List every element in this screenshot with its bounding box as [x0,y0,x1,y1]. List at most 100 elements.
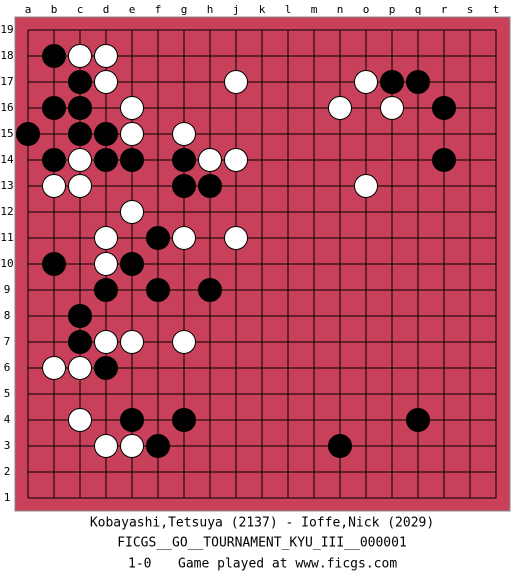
column-label: j [233,3,240,16]
row-label: 12 [0,205,13,218]
black-stone [432,148,456,172]
black-stone [172,174,196,198]
black-stone [42,96,66,120]
black-stone [16,122,40,146]
column-label: s [467,3,474,16]
row-label: 1 [4,491,11,504]
column-label: l [285,3,292,16]
column-label: r [441,3,448,16]
column-label: e [129,3,136,16]
black-stone [406,70,430,94]
column-label: g [181,3,188,16]
white-stone [94,226,118,250]
black-stone [146,278,170,302]
result: 1-0 [128,557,151,572]
white-stone [68,408,92,432]
row-label: 9 [4,283,11,296]
white-stone [120,122,144,146]
white-stone [120,200,144,224]
white-stone [328,96,352,120]
white-stone [94,252,118,276]
row-label: 13 [0,179,13,192]
white-stone [172,330,196,354]
black-stone [94,122,118,146]
note: Game played at www.ficgs.com [178,557,397,572]
white-stone [94,330,118,354]
black-stone [68,96,92,120]
row-label: 11 [0,231,13,244]
white-stone [224,226,248,250]
row-label: 18 [0,49,13,62]
black-stone [172,148,196,172]
black-stone [94,148,118,172]
column-label: k [259,3,266,16]
white-stone [172,122,196,146]
black-stone [42,252,66,276]
black-stone [42,148,66,172]
white-stone [120,96,144,120]
white-stone [42,174,66,198]
white-stone [120,434,144,458]
column-label: q [415,3,422,16]
column-label: c [77,3,84,16]
row-label: 3 [4,439,11,452]
row-label: 10 [0,257,13,270]
row-label: 5 [4,387,11,400]
column-label: f [155,3,162,16]
black-stone [94,356,118,380]
column-label: d [103,3,110,16]
black-stone [68,304,92,328]
white-stone [94,434,118,458]
white-stone [68,148,92,172]
row-label: 7 [4,335,11,348]
event: FICGS__GO__TOURNAMENT_KYU_III__000001 [117,536,407,551]
black-stone [42,44,66,68]
column-label: b [51,3,58,16]
black-stone [146,226,170,250]
row-label: 19 [0,23,13,36]
white-stone [198,148,222,172]
black-stone [380,70,404,94]
black-stone [172,408,196,432]
row-label: 6 [4,361,11,374]
black-stone [146,434,170,458]
column-label: m [311,3,318,16]
black-stone [68,122,92,146]
row-label: 4 [4,413,11,426]
white-stone [224,70,248,94]
white-stone [354,70,378,94]
white-stone [224,148,248,172]
players: Kobayashi,Tetsuya (2137) - Ioffe,Nick (2… [90,516,434,531]
black-stone [120,252,144,276]
black-stone [432,96,456,120]
column-label: o [363,3,370,16]
column-label: t [493,3,500,16]
row-label: 16 [0,101,13,114]
column-label: h [207,3,214,16]
white-stone [68,174,92,198]
row-label: 17 [0,75,13,88]
black-stone [198,174,222,198]
black-stone [198,278,222,302]
white-stone [120,330,144,354]
white-stone [172,226,196,250]
row-label: 15 [0,127,13,140]
white-stone [94,70,118,94]
black-stone [94,278,118,302]
white-stone [380,96,404,120]
white-stone [68,44,92,68]
black-stone [68,70,92,94]
column-label: p [389,3,396,16]
column-label: n [337,3,344,16]
black-stone [120,408,144,432]
black-stone [120,148,144,172]
row-label: 8 [4,309,11,322]
white-stone [68,356,92,380]
column-label: a [25,3,32,16]
white-stone [94,44,118,68]
black-stone [406,408,430,432]
black-stone [68,330,92,354]
row-label: 2 [4,465,11,478]
white-stone [354,174,378,198]
